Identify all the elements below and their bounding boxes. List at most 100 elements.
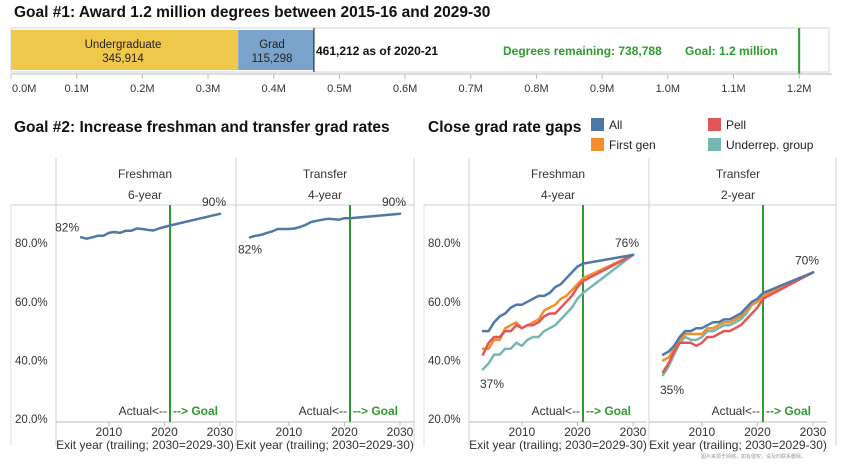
legend-swatch-pell: [708, 118, 721, 131]
y-tick-label: 40.0%: [15, 355, 48, 367]
y-tick-label: 40.0%: [428, 355, 461, 367]
x-tick-label: 2020: [331, 425, 358, 439]
y-tick-label: 20.0%: [15, 414, 48, 426]
series-line-underrep[interactable]: [481, 253, 635, 371]
series-line-all[interactable]: [481, 253, 635, 333]
x-tick-label: 2020: [151, 425, 178, 439]
x-tick-label: 2010: [689, 425, 716, 439]
y-tick-label: 20.0%: [428, 414, 461, 426]
series-line-underrep[interactable]: [661, 271, 815, 377]
goal1-tick-label: 0.8M: [524, 83, 548, 95]
x-axis-title: Exit year (trailing; 2030=2029-30): [236, 438, 414, 452]
end-value-label: 90%: [202, 195, 226, 209]
x-tick-label: 2010: [509, 425, 536, 439]
actual-label: Actual<--: [532, 404, 580, 418]
gaps-legend: All Pell First gen Underrep. group: [591, 118, 814, 152]
panel-header: Freshman: [531, 167, 585, 181]
start-value-label: 82%: [55, 220, 79, 234]
grad-value: 115,298: [252, 53, 293, 65]
goal-direction-label: --> Goal: [353, 404, 398, 418]
goal1-tick-label: 0.1M: [64, 83, 88, 95]
goal1-x-axis: 0.0M 0.1M 0.2M 0.3M 0.4M 0.5M 0.6M 0.7M 0.8M 0.9M…: [10, 73, 832, 95]
watermark: 图片来源于网络，如有侵权，请及时联系删除。: [701, 453, 806, 460]
goal1-tick-label: 0.0M: [12, 83, 36, 95]
actual-line[interactable]: [79, 224, 172, 240]
x-axis-title: Exit year (trailing; 2030=2029-30): [469, 438, 647, 452]
grad-label: Grad: [259, 39, 285, 51]
goal1-tick-label: 0.9M: [590, 83, 614, 95]
x-tick-label: 2020: [564, 425, 591, 439]
x-tick-label: 2010: [96, 425, 123, 439]
legend-label-underrep: Underrep. group: [726, 138, 814, 152]
goal1-tick-label: 1.0M: [656, 83, 680, 95]
goal1-tick-label: 0.3M: [196, 83, 220, 95]
projection-line[interactable]: [348, 212, 402, 220]
goal-direction-label: --> Goal: [586, 404, 631, 418]
goal2-title: Goal #2: Increase freshman and transfer …: [14, 119, 390, 136]
series-line-pell[interactable]: [481, 253, 635, 356]
goal1-tick-label: 0.7M: [459, 83, 483, 95]
y-tick-label: 80.0%: [428, 238, 461, 250]
goal1-tick-label: 0.6M: [393, 83, 417, 95]
actual-line[interactable]: [248, 216, 352, 239]
x-tick-label: 2030: [800, 425, 827, 439]
start-value-label: 37%: [480, 377, 504, 391]
series-line-first_gen[interactable]: [481, 253, 635, 350]
legend-label-all: All: [609, 118, 622, 132]
goal2-panels: 20.0% 40.0% 60.0% 80.0% Freshman 6-year 2010 20…: [10, 158, 415, 452]
goal1-tick-label: 1.1M: [721, 83, 745, 95]
end-value-label: 76%: [615, 236, 639, 250]
actual-label: Actual<--: [299, 404, 347, 418]
current-total-label: 461,212 as of 2020-21: [316, 44, 438, 58]
goal1-tick-label: 0.2M: [130, 83, 154, 95]
actual-label: Actual<--: [119, 404, 167, 418]
y-tick-label: 80.0%: [15, 238, 48, 250]
series-line-all[interactable]: [661, 271, 815, 356]
undergraduate-segment[interactable]: [11, 30, 239, 70]
degrees-remaining-label: Degrees remaining: 738,788: [503, 44, 662, 58]
series-line-pell[interactable]: [661, 271, 815, 374]
x-tick-label: 2010: [276, 425, 303, 439]
start-value-label: 35%: [660, 383, 684, 397]
legend-swatch-underrep: [708, 138, 721, 151]
actual-label: Actual<--: [712, 404, 760, 418]
legend-swatch-all: [591, 118, 604, 131]
gaps-panels: 20.0% 40.0% 60.0% 80.0% Freshman 4-year 2010 20…: [423, 158, 837, 452]
x-tick-label: 2030: [207, 425, 234, 439]
x-axis-title: Exit year (trailing; 2030=2029-30): [56, 438, 234, 452]
legend-label-first_gen: First gen: [609, 138, 656, 152]
goal-direction-label: --> Goal: [173, 404, 218, 418]
goal-direction-label: --> Goal: [766, 404, 811, 418]
panel-subheader: 4-year: [541, 188, 575, 202]
undergraduate-label: Undergraduate: [85, 39, 162, 51]
end-value-label: 70%: [795, 253, 819, 267]
grad-segment[interactable]: [238, 30, 314, 70]
goal1-tick-label: 0.4M: [261, 83, 285, 95]
goal1-bar: Undergraduate 345,914 Grad 115,298 461,2…: [11, 28, 801, 74]
series-line-first_gen[interactable]: [661, 271, 815, 362]
panel-subheader: 2-year: [721, 188, 755, 202]
y-tick-label: 60.0%: [15, 297, 48, 309]
goal1-tick-label: 0.5M: [327, 83, 351, 95]
panel-subheader: 6-year: [128, 188, 162, 202]
goal1-tick-label: 1.2M: [787, 83, 811, 95]
end-value-label: 90%: [382, 195, 406, 209]
start-value-label: 82%: [238, 242, 262, 256]
panel-header: Freshman: [118, 167, 172, 181]
goal1-title: Goal #1: Award 1.2 million degrees betwe…: [14, 4, 490, 21]
x-tick-label: 2030: [387, 425, 414, 439]
gaps-title: Close grad rate gaps: [428, 119, 581, 136]
x-axis-title: Exit year (trailing; 2030=2029-30): [649, 438, 827, 452]
x-tick-label: 2030: [620, 425, 647, 439]
undergraduate-value: 345,914: [102, 53, 144, 65]
projection-line[interactable]: [168, 212, 222, 227]
x-tick-label: 2020: [744, 425, 771, 439]
goal-label: Goal: 1.2 million: [685, 44, 778, 58]
panel-header: Transfer: [716, 167, 760, 181]
